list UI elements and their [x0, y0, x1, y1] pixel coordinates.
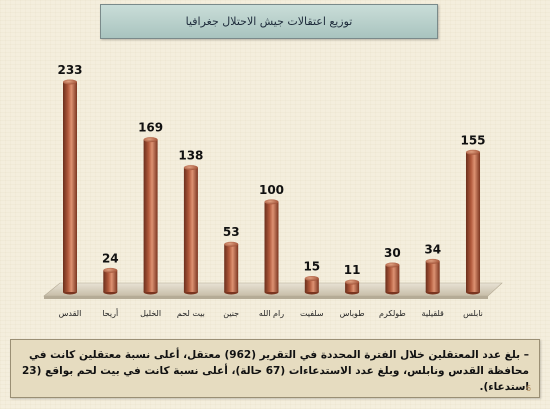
- bar-body: [264, 201, 279, 292]
- data-label-1: 233: [57, 63, 82, 77]
- bar-body: [63, 82, 77, 292]
- bar-8: [345, 279, 360, 295]
- bar-body: [466, 152, 480, 292]
- bar-4: [183, 165, 198, 295]
- bar-7: [304, 275, 319, 295]
- bar-cap: [466, 149, 480, 155]
- bar-body: [304, 278, 319, 292]
- page-number: 6: [526, 384, 532, 393]
- data-label-2: 24: [102, 251, 119, 265]
- category-label-7: سلفيت: [300, 309, 324, 318]
- bar-chart: 233 القدس 24 أريحا 169 الخليل 138 بيت لحم 53 جنين…: [43, 63, 503, 318]
- bar-2: [103, 267, 118, 295]
- bar-body: [183, 167, 198, 292]
- category-label-8: طوباس: [340, 309, 365, 318]
- category-label-2: أريحا: [102, 308, 118, 318]
- chart-title: توزيع اعتقالات جيش الاحتلال جغرافيا: [185, 15, 353, 28]
- bar-3: [143, 137, 158, 295]
- category-label-4: بيت لحم: [177, 309, 205, 318]
- data-label-3: 169: [138, 121, 163, 135]
- bar-body: [224, 244, 239, 292]
- category-label-6: رام الله: [259, 309, 284, 318]
- bar-body: [385, 264, 400, 292]
- bar-cap: [304, 275, 319, 281]
- bar-1: [63, 79, 77, 295]
- bar-body: [143, 139, 158, 292]
- bar-cap: [425, 258, 440, 264]
- note-box: – بلغ عدد المعتقلين خلال الفترة المحددة …: [10, 339, 540, 398]
- data-label-9: 30: [384, 246, 401, 260]
- bar-cap: [385, 262, 400, 268]
- category-label-1: القدس: [59, 309, 82, 318]
- bar-6: [264, 199, 279, 295]
- data-label-8: 11: [344, 263, 361, 277]
- bar-9: [385, 262, 400, 295]
- data-label-6: 100: [259, 183, 284, 197]
- category-label-11: نابلس: [463, 309, 483, 318]
- note-text: – بلغ عدد المعتقلين خلال الفترة المحددة …: [21, 349, 529, 393]
- category-label-5: جنين: [223, 309, 239, 318]
- bar-cap: [264, 199, 279, 205]
- bar-body: [345, 282, 360, 292]
- bar-cap: [63, 79, 77, 85]
- data-label-7: 15: [303, 259, 320, 273]
- bar-cap: [103, 267, 118, 273]
- category-label-3: الخليل: [140, 309, 161, 318]
- category-label-9: طولكرم: [379, 309, 406, 318]
- data-label-4: 138: [178, 149, 203, 163]
- category-label-10: قلقيلية: [422, 309, 444, 318]
- bar-body: [425, 261, 440, 292]
- bar-cap: [183, 165, 198, 171]
- bar-11: [466, 149, 480, 295]
- bar-cap: [345, 279, 360, 285]
- bar-10: [425, 258, 440, 295]
- bar-cap: [224, 241, 239, 247]
- bar-body: [103, 270, 118, 292]
- bar-5: [224, 241, 239, 295]
- data-label-5: 53: [223, 225, 240, 239]
- data-label-10: 34: [424, 242, 441, 256]
- chart-title-box: توزيع اعتقالات جيش الاحتلال جغرافيا: [100, 4, 438, 39]
- bar-cap: [143, 137, 158, 143]
- data-label-11: 155: [460, 133, 485, 147]
